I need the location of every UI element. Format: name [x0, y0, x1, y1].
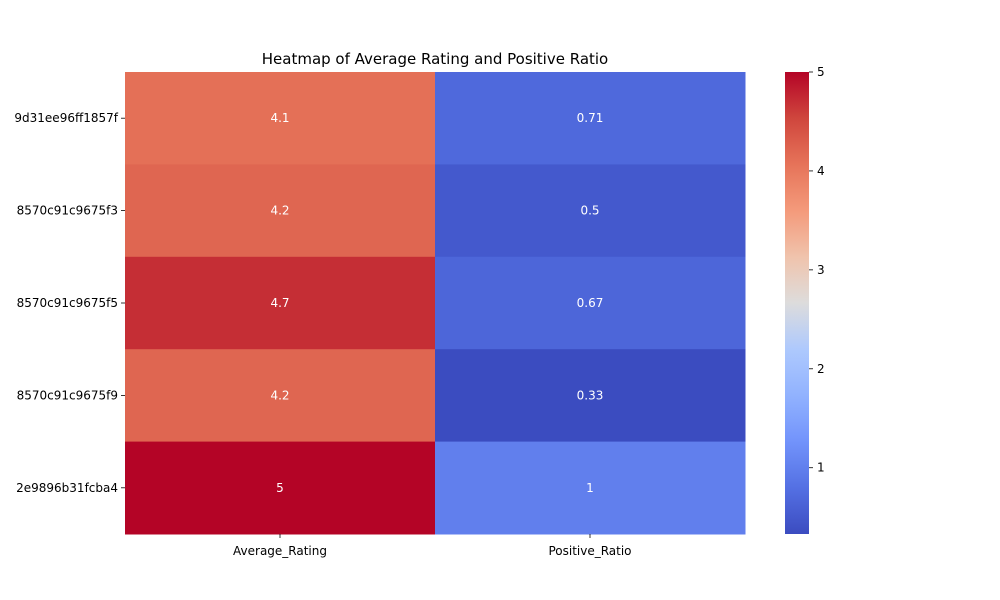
- cell-value-label: 5: [276, 481, 284, 495]
- cell-value-label: 0.71: [577, 111, 604, 125]
- cell-value-label: 4.2: [270, 388, 289, 402]
- cell-value-label: 4.1: [270, 111, 289, 125]
- cell-value-label: 0.5: [580, 204, 599, 218]
- cell-value-label: 0.33: [577, 388, 604, 402]
- row-tick-label: 8570c91c9675f3: [17, 204, 118, 218]
- heatmap-cell: [125, 72, 436, 165]
- colorbar-gradient: [785, 72, 809, 534]
- heatmap-cell: [125, 349, 436, 443]
- heatmap-cell: [435, 164, 746, 258]
- heatmap-cell: [125, 256, 436, 350]
- colorbar-tick-label: 3: [817, 263, 825, 277]
- row-tick-labels: 9d31ee96ff1857f 8570c91c9675f3 8570c91c967…: [14, 111, 125, 495]
- colorbar: 1 2 3 4 5: [785, 65, 825, 534]
- column-tick-label: Average_Rating: [233, 544, 327, 558]
- heatmap-cell: [435, 349, 746, 443]
- heatmap-cell: [125, 441, 436, 535]
- column-tick-label: Positive_Ratio: [548, 544, 631, 558]
- row-tick-label: 8570c91c9675f5: [17, 296, 118, 310]
- colorbar-tick-label: 2: [817, 362, 825, 376]
- colorbar-tick-label: 1: [817, 461, 825, 475]
- cell-value-label: 4.7: [270, 296, 289, 310]
- heatmap-cell: [435, 256, 746, 350]
- heatmap-cell: [435, 72, 746, 165]
- cell-value-label: 4.2: [270, 204, 289, 218]
- colorbar-tick-label: 5: [817, 65, 825, 79]
- cell-value-label: 1: [586, 481, 594, 495]
- heatmap-cells: 4.1 0.71 4.2 0.5 4.7 0.67 4.2 0.33 5 1: [125, 72, 746, 535]
- cell-value-label: 0.67: [577, 296, 604, 310]
- colorbar-tick-label: 4: [817, 164, 825, 178]
- row-tick-label: 9d31ee96ff1857f: [14, 111, 118, 125]
- heatmap-cell: [125, 164, 436, 258]
- heatmap-cell: [435, 441, 746, 535]
- column-tick-labels: Average_Rating Positive_Ratio: [233, 534, 632, 558]
- row-tick-label: 8570c91c9675f9: [17, 388, 118, 402]
- chart-title: Heatmap of Average Rating and Positive R…: [262, 50, 609, 68]
- row-tick-label: 2e9896b31fcba4: [16, 481, 118, 495]
